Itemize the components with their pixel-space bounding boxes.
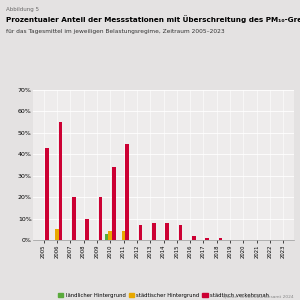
- Bar: [122, 231, 125, 240]
- Bar: [219, 238, 222, 240]
- Text: Prozentualer Anteil der Messstationen mit Überschreitung des PM₁₀-Grenzwertes: Prozentualer Anteil der Messstationen mi…: [6, 15, 300, 23]
- Bar: [165, 223, 169, 240]
- Legend: ländlicher Hintergrund, städtischer Hintergrund, städtisch verkehrsnah: ländlicher Hintergrund, städtischer Hint…: [56, 291, 271, 300]
- Bar: [99, 197, 102, 240]
- Bar: [55, 229, 59, 240]
- Bar: [139, 225, 142, 240]
- Text: für das Tagesmittel im jeweiligen Belastungsregime, Zeitraum 2005–2023: für das Tagesmittel im jeweiligen Belast…: [6, 28, 225, 34]
- Bar: [46, 148, 49, 240]
- Bar: [85, 219, 89, 240]
- Bar: [112, 167, 116, 240]
- Text: Quelle: Umweltbundesamt 2024: Quelle: Umweltbundesamt 2024: [224, 295, 294, 298]
- Bar: [72, 197, 76, 240]
- Bar: [152, 223, 156, 240]
- Bar: [105, 234, 108, 240]
- Bar: [59, 122, 62, 240]
- Bar: [125, 144, 129, 240]
- Bar: [192, 236, 196, 240]
- Text: Abbildung 5: Abbildung 5: [6, 8, 39, 13]
- Bar: [178, 225, 182, 240]
- Bar: [108, 231, 112, 240]
- Bar: [205, 238, 209, 240]
